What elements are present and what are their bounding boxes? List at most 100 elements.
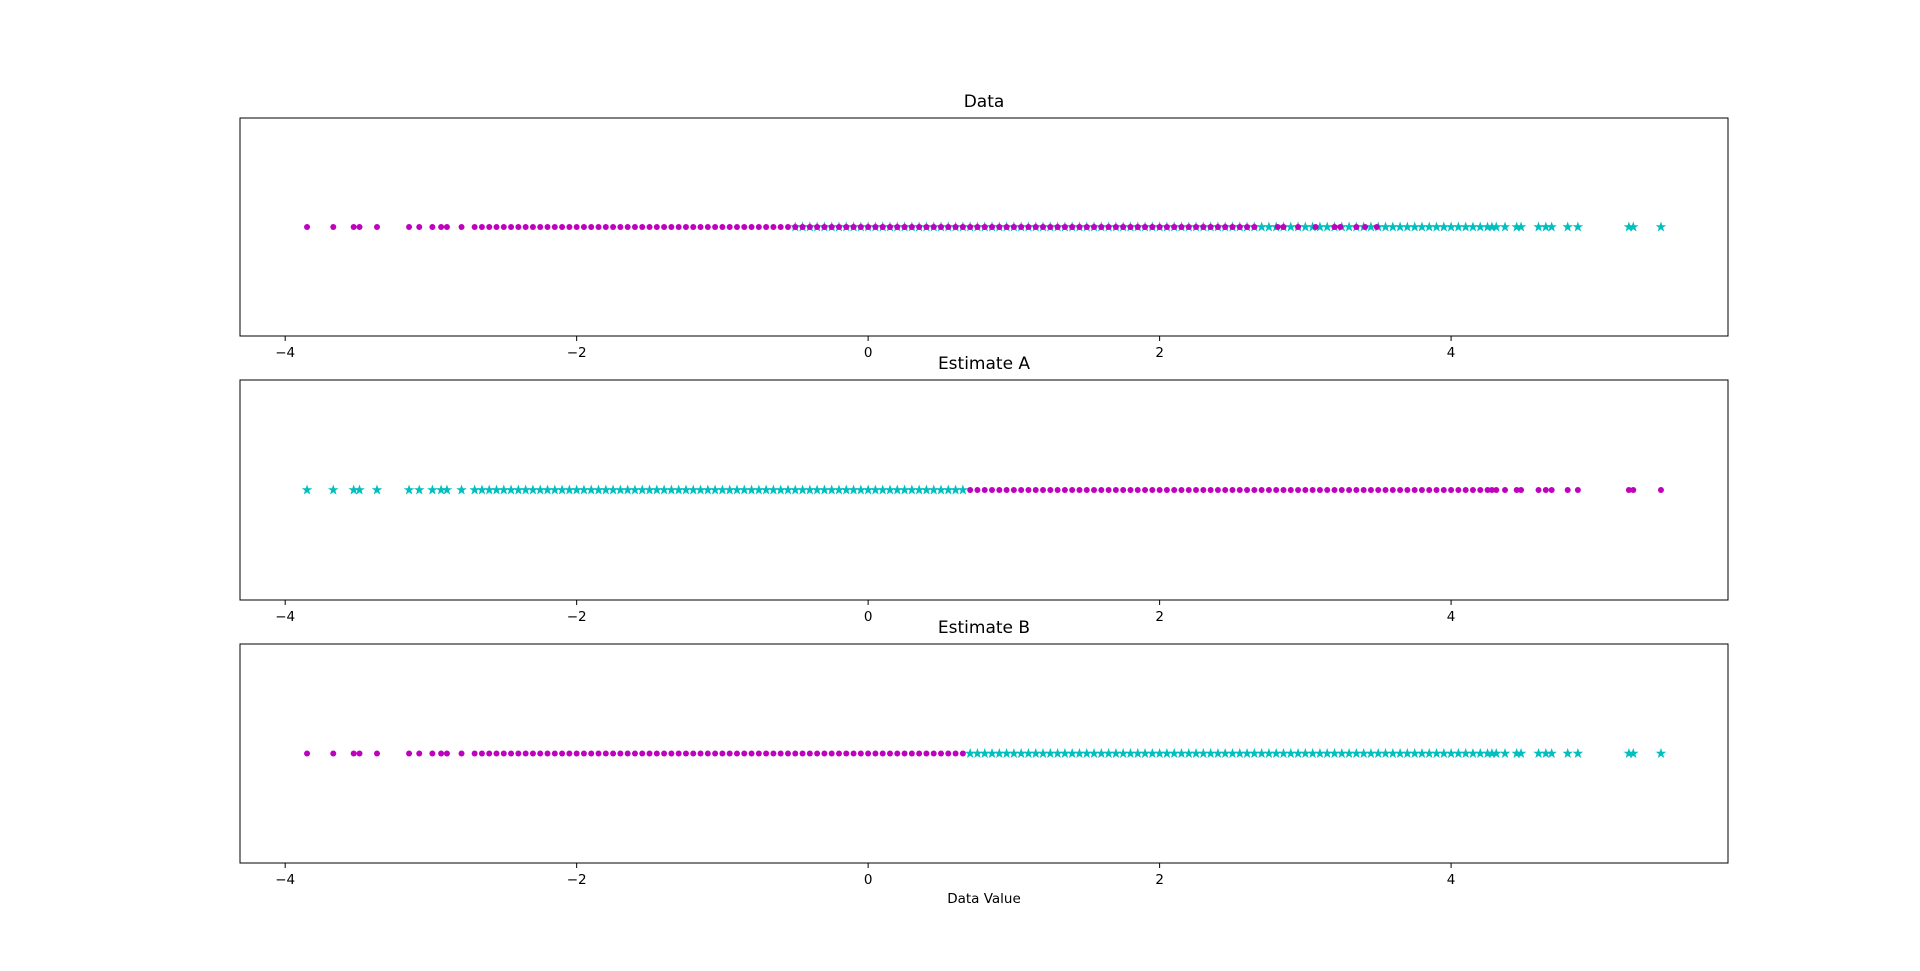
star-point xyxy=(1416,221,1428,232)
dot-point xyxy=(894,224,901,230)
dot-point xyxy=(1273,487,1280,493)
dot-point xyxy=(1222,487,1229,493)
dot-point xyxy=(566,224,573,230)
star-point xyxy=(1270,748,1282,758)
dot-point xyxy=(938,224,945,230)
star-point xyxy=(1394,748,1406,758)
dot-point xyxy=(1375,487,1382,493)
star-point xyxy=(1533,221,1544,232)
dot-point xyxy=(1149,487,1156,493)
chart-title: Estimate A xyxy=(938,354,1030,374)
dot-point xyxy=(1353,487,1360,493)
dot-point xyxy=(458,224,465,230)
star-point xyxy=(1491,748,1502,758)
dot-point xyxy=(930,224,937,230)
star-point xyxy=(877,484,888,495)
star-point xyxy=(950,484,961,495)
dot-point xyxy=(631,750,638,757)
star-point xyxy=(1515,221,1527,232)
dot-point xyxy=(733,750,740,757)
dot-point xyxy=(1142,224,1149,230)
dot-point xyxy=(850,224,857,230)
dot-point xyxy=(1025,224,1032,230)
dot-point xyxy=(814,224,821,230)
star-point xyxy=(775,484,786,495)
star-point xyxy=(979,748,990,758)
dot-point xyxy=(1156,487,1163,493)
dot-point xyxy=(1448,487,1455,493)
dot-point xyxy=(1360,487,1367,493)
dot-point xyxy=(653,750,660,757)
star-point xyxy=(1416,748,1428,758)
star-point xyxy=(1125,748,1136,758)
star-point xyxy=(542,484,553,495)
dot-point xyxy=(996,487,1003,493)
star-point xyxy=(1015,748,1027,758)
dot-point xyxy=(429,224,436,230)
dot-point xyxy=(1178,487,1185,493)
dot-point xyxy=(1032,224,1039,230)
dot-point xyxy=(1200,487,1207,493)
dot-point xyxy=(770,750,777,757)
star-point xyxy=(1081,748,1092,758)
star-point xyxy=(1343,221,1355,232)
dot-point xyxy=(675,224,682,230)
dot-point xyxy=(1274,224,1281,230)
dot-point xyxy=(1397,487,1404,493)
star-point xyxy=(1023,748,1034,758)
star-point xyxy=(513,484,524,495)
x-tick-label: 0 xyxy=(864,345,873,361)
x-tick-label: −2 xyxy=(567,609,587,625)
dot-point xyxy=(792,750,799,757)
dot-point xyxy=(559,224,566,230)
star-point xyxy=(1307,748,1318,758)
dot-point xyxy=(1338,487,1345,493)
star-point xyxy=(1628,748,1639,758)
dot-point xyxy=(1076,224,1083,230)
dot-point xyxy=(1382,487,1389,493)
star-point xyxy=(1402,748,1413,758)
star-point xyxy=(1394,221,1406,232)
dot-point xyxy=(544,750,551,757)
dot-point xyxy=(1054,224,1061,230)
star-point xyxy=(578,484,590,495)
star-point xyxy=(695,484,706,495)
star-point xyxy=(1380,748,1391,758)
star-point xyxy=(1409,748,1420,758)
dot-point xyxy=(938,750,945,757)
dot-point xyxy=(1069,224,1076,230)
star-point xyxy=(607,484,619,495)
star-point xyxy=(1445,748,1457,758)
dot-point xyxy=(416,750,423,757)
star-point xyxy=(717,484,728,495)
star-point xyxy=(1380,221,1391,232)
dot-point xyxy=(1120,487,1127,493)
dot-point xyxy=(908,224,915,230)
x-tick-label: 2 xyxy=(1155,609,1164,625)
dot-point xyxy=(1163,224,1170,230)
dot-point xyxy=(930,750,937,757)
star-point xyxy=(1623,221,1635,232)
star-point xyxy=(1482,221,1493,232)
x-tick-label: 0 xyxy=(864,872,873,888)
dot-point xyxy=(763,224,770,230)
dot-point xyxy=(1367,487,1374,493)
dot-point xyxy=(1309,487,1316,493)
dot-point xyxy=(799,224,806,230)
star-point xyxy=(1540,748,1552,758)
dot-point xyxy=(1625,487,1632,493)
star-point xyxy=(1263,221,1275,232)
star-point xyxy=(1147,748,1158,758)
dot-point xyxy=(1229,224,1236,230)
dot-point xyxy=(712,750,719,757)
dot-point xyxy=(559,750,566,757)
star-point xyxy=(1278,748,1289,758)
star-point xyxy=(1263,748,1275,758)
dot-point xyxy=(1244,487,1251,493)
star-point xyxy=(441,484,453,495)
star-point xyxy=(435,484,447,495)
dot-point xyxy=(1564,487,1571,493)
dot-point xyxy=(1484,487,1491,493)
star-point xyxy=(1540,221,1552,232)
dot-point xyxy=(894,750,901,757)
